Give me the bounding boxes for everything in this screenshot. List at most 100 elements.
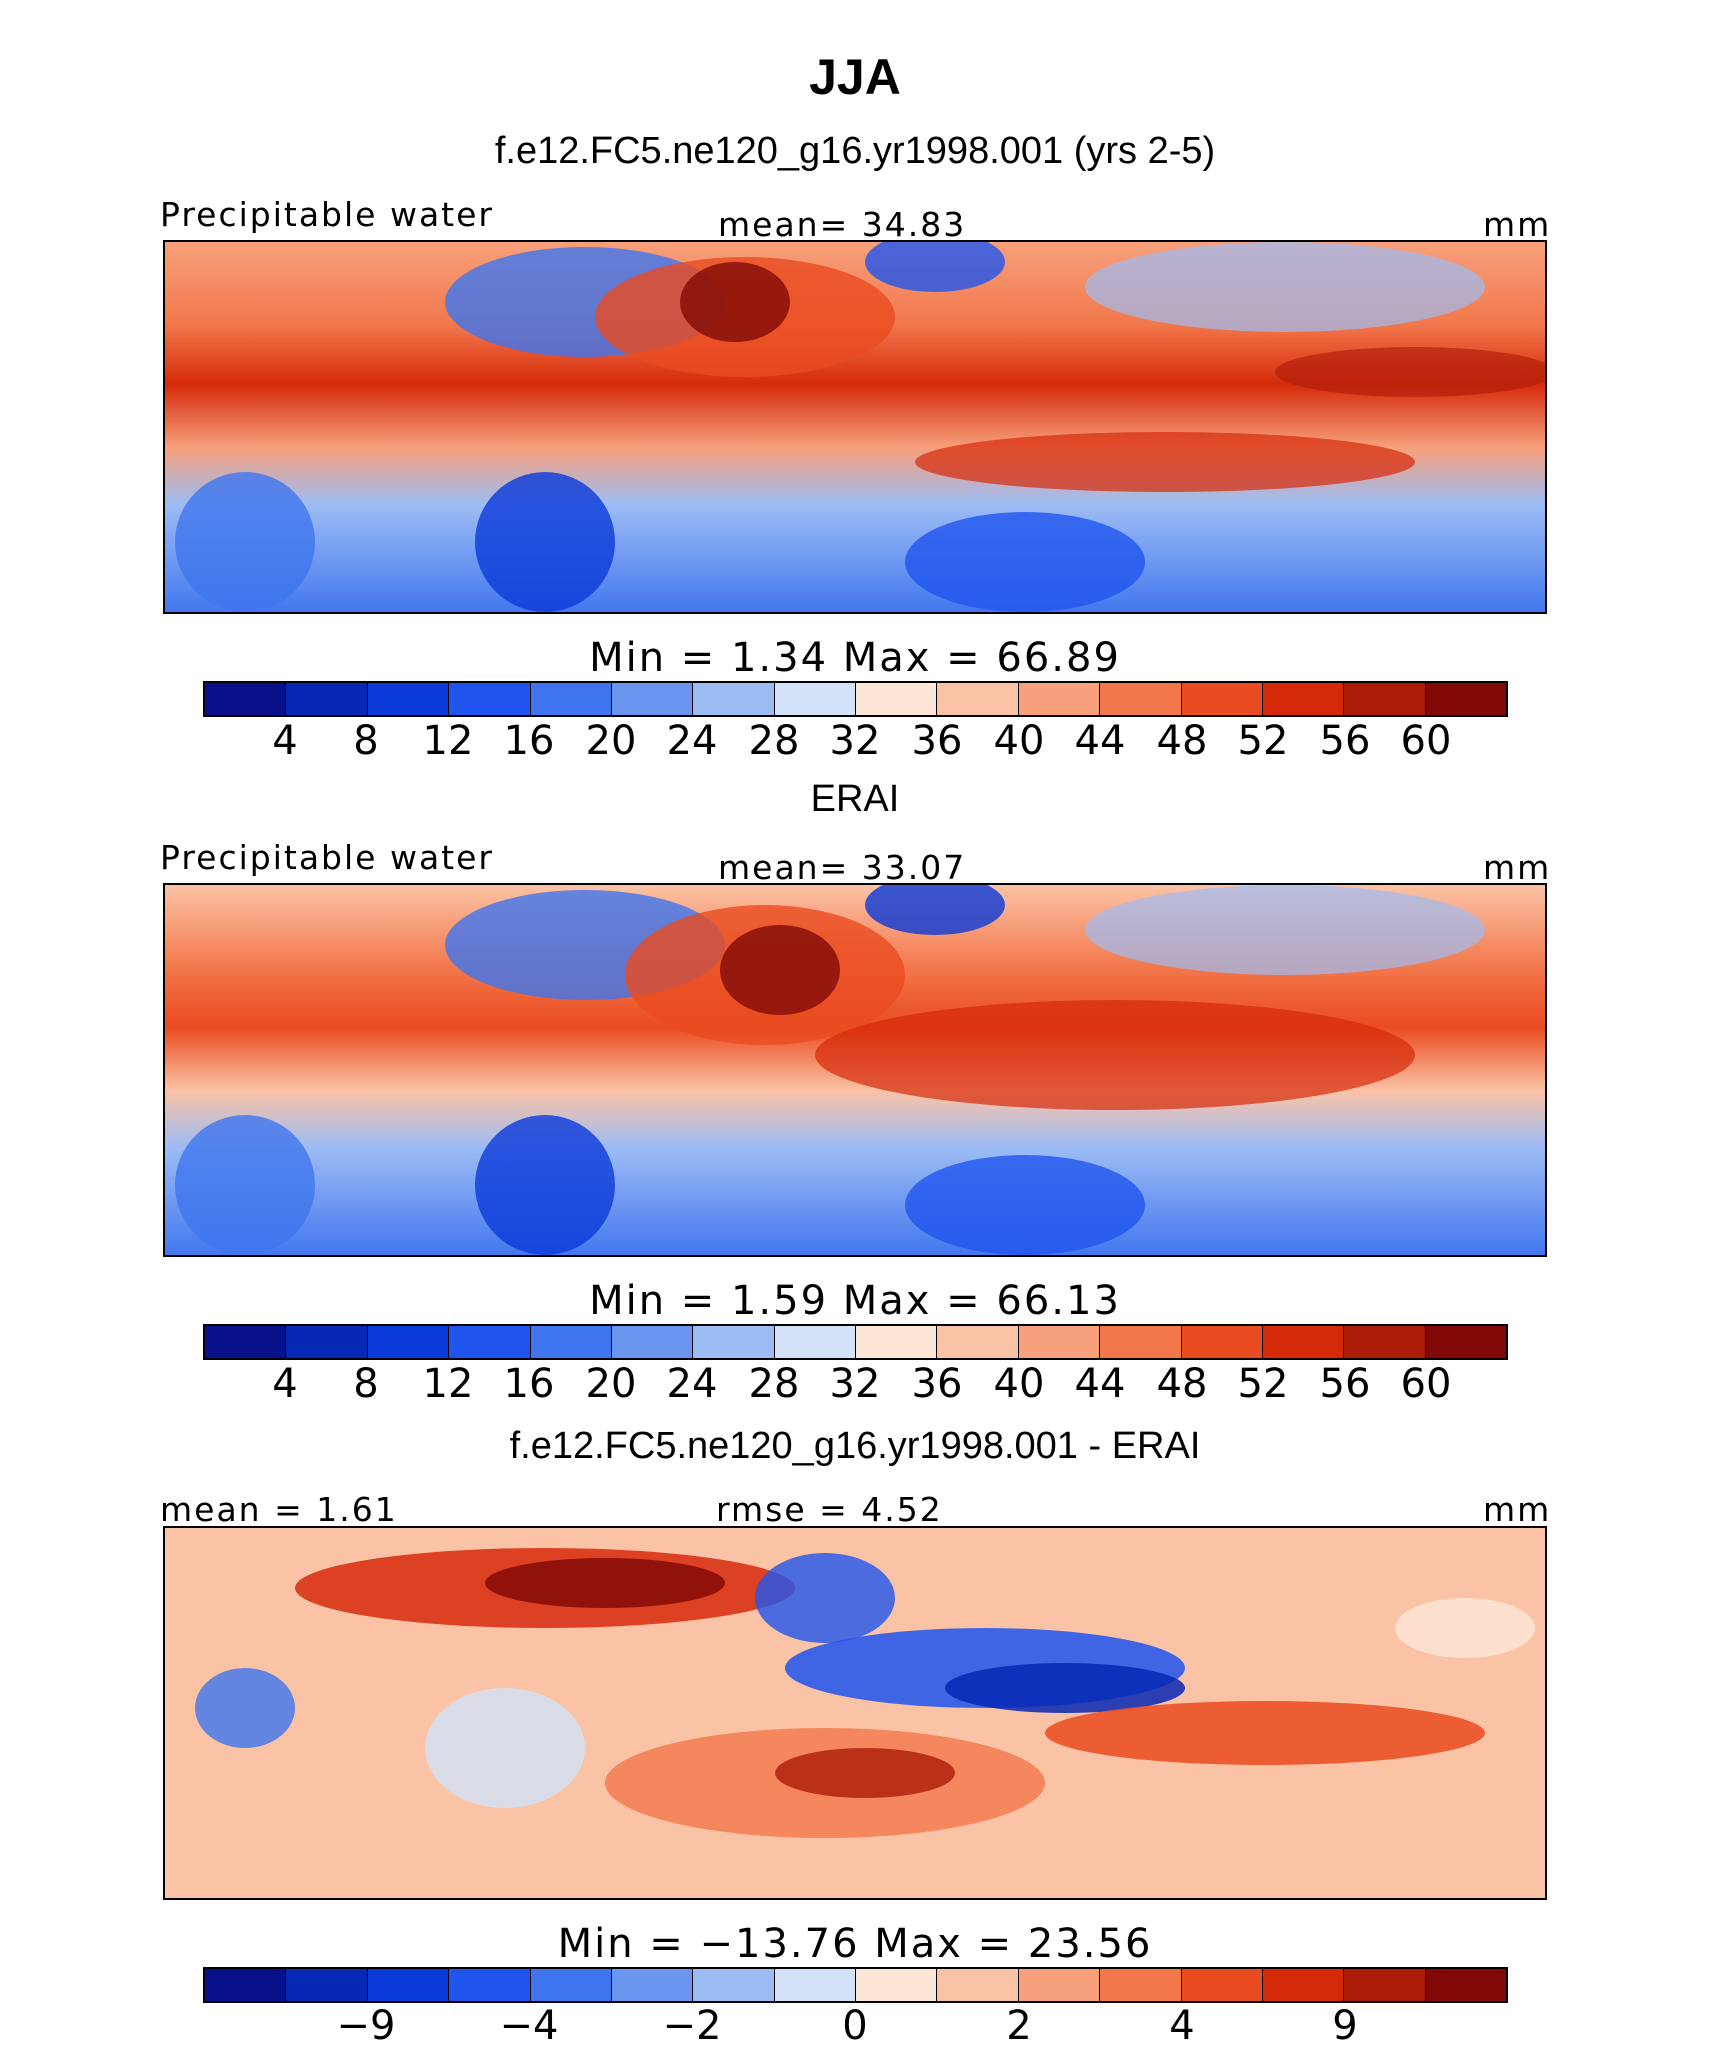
colorbar-box bbox=[774, 1969, 856, 2001]
colorbar-box bbox=[530, 1326, 612, 1358]
tick-label: 60 bbox=[1400, 718, 1452, 764]
colorbar-box bbox=[693, 683, 775, 715]
panel3-units-label: mm bbox=[1483, 1490, 1552, 1529]
tick-label: 36 bbox=[911, 1361, 963, 1407]
tick-label: 32 bbox=[829, 718, 881, 764]
colorbar-box bbox=[1181, 683, 1263, 715]
colorbar-box bbox=[1344, 1326, 1426, 1358]
tick-label: 44 bbox=[1074, 718, 1126, 764]
colorbar-box bbox=[937, 683, 1019, 715]
panel2-map bbox=[163, 883, 1547, 1257]
colorbar-box bbox=[205, 1969, 287, 2001]
colorbar-box bbox=[1344, 683, 1426, 715]
panel1-colorbar bbox=[203, 681, 1508, 717]
panel1-map bbox=[163, 240, 1547, 614]
colorbar-box bbox=[286, 683, 368, 715]
tick-label: 12 bbox=[422, 718, 474, 764]
tick-label: 60 bbox=[1400, 1361, 1452, 1407]
panel2-subtitle: ERAI bbox=[810, 778, 900, 820]
tick-label: 48 bbox=[1156, 718, 1208, 764]
colorbar-box bbox=[1018, 1326, 1101, 1358]
colorbar-box bbox=[1100, 1326, 1182, 1358]
colorbar-box bbox=[449, 1326, 531, 1358]
panel2-left-label: Precipitable water bbox=[160, 838, 494, 877]
panel1-left-label: Precipitable water bbox=[160, 195, 494, 234]
colorbar-box bbox=[937, 1326, 1019, 1358]
tick-label: 0 bbox=[842, 2003, 868, 2049]
panel1-subtitle: f.e12.FC5.ne120_g16.yr1998.001 (yrs 2-5) bbox=[494, 130, 1216, 172]
panel1-units-label: mm bbox=[1483, 205, 1552, 244]
tick-label: 36 bbox=[911, 718, 963, 764]
colorbar-box bbox=[611, 1969, 694, 2001]
tick-label: −9 bbox=[336, 2003, 396, 2049]
tick-label: 28 bbox=[748, 718, 800, 764]
panel2-mean-label: mean= 33.07 bbox=[718, 848, 967, 887]
colorbar-box bbox=[367, 683, 450, 715]
colorbar-box bbox=[1344, 1969, 1426, 2001]
tick-label: 16 bbox=[503, 718, 555, 764]
colorbar-box bbox=[774, 683, 856, 715]
panel1-minmax: Min = 1.34 Max = 66.89 bbox=[589, 635, 1121, 681]
panel3-mean-label: mean = 1.61 bbox=[160, 1490, 398, 1529]
colorbar-box bbox=[367, 1969, 450, 2001]
colorbar-box bbox=[611, 1326, 694, 1358]
colorbar-box bbox=[205, 683, 287, 715]
colorbar-box bbox=[1262, 1969, 1345, 2001]
tick-label: 44 bbox=[1074, 1361, 1126, 1407]
tick-label: 4 bbox=[272, 718, 298, 764]
colorbar-box bbox=[286, 1969, 368, 2001]
colorbar-box bbox=[1100, 1969, 1182, 2001]
colorbar-box bbox=[1181, 1326, 1263, 1358]
colorbar-box bbox=[449, 683, 531, 715]
colorbar-box bbox=[1181, 1969, 1263, 2001]
colorbar-box bbox=[367, 1326, 450, 1358]
panel3-colorbar bbox=[203, 1967, 1508, 2003]
tick-label: 40 bbox=[993, 1361, 1045, 1407]
panel2-colorbar bbox=[203, 1324, 1508, 1360]
colorbar-box bbox=[1425, 683, 1506, 715]
tick-label: 8 bbox=[353, 1361, 379, 1407]
colorbar-box bbox=[1425, 1969, 1506, 2001]
panel3-minmax: Min = −13.76 Max = 23.56 bbox=[557, 1921, 1153, 1967]
colorbar-box bbox=[286, 1326, 368, 1358]
colorbar-box bbox=[1262, 1326, 1345, 1358]
colorbar-box bbox=[1100, 683, 1182, 715]
tick-label: 52 bbox=[1237, 718, 1289, 764]
colorbar-box bbox=[530, 1969, 612, 2001]
colorbar-box bbox=[1425, 1326, 1506, 1358]
colorbar-box bbox=[774, 1326, 856, 1358]
tick-label: 12 bbox=[422, 1361, 474, 1407]
tick-label: 24 bbox=[666, 718, 718, 764]
tick-label: 2 bbox=[1006, 2003, 1032, 2049]
colorbar-box bbox=[449, 1969, 531, 2001]
panel2-units-label: mm bbox=[1483, 848, 1552, 887]
colorbar-box bbox=[1018, 683, 1101, 715]
colorbar-box bbox=[856, 1326, 938, 1358]
colorbar-box bbox=[856, 1969, 938, 2001]
tick-label: 8 bbox=[353, 718, 379, 764]
colorbar-box bbox=[693, 1326, 775, 1358]
panel3-map-field bbox=[165, 1528, 1545, 1898]
colorbar-box bbox=[530, 683, 612, 715]
tick-label: 4 bbox=[1169, 2003, 1195, 2049]
tick-label: 20 bbox=[585, 718, 637, 764]
tick-label: 28 bbox=[748, 1361, 800, 1407]
panel2-minmax: Min = 1.59 Max = 66.13 bbox=[589, 1278, 1121, 1324]
colorbar-box bbox=[856, 683, 938, 715]
colorbar-box bbox=[1262, 683, 1345, 715]
panel2-map-field bbox=[165, 885, 1545, 1255]
colorbar-box bbox=[937, 1969, 1019, 2001]
tick-label: 56 bbox=[1319, 718, 1371, 764]
colorbar-box bbox=[205, 1326, 287, 1358]
panel3-map bbox=[163, 1526, 1547, 1900]
figure-title: JJA bbox=[809, 49, 901, 105]
tick-label: 32 bbox=[829, 1361, 881, 1407]
panel3-rmse-label: rmse = 4.52 bbox=[716, 1490, 943, 1529]
tick-label: 4 bbox=[272, 1361, 298, 1407]
tick-label: 48 bbox=[1156, 1361, 1208, 1407]
tick-label: 9 bbox=[1332, 2003, 1358, 2049]
tick-label: 52 bbox=[1237, 1361, 1289, 1407]
tick-label: 40 bbox=[993, 718, 1045, 764]
tick-label: −2 bbox=[662, 2003, 722, 2049]
tick-label: 56 bbox=[1319, 1361, 1371, 1407]
